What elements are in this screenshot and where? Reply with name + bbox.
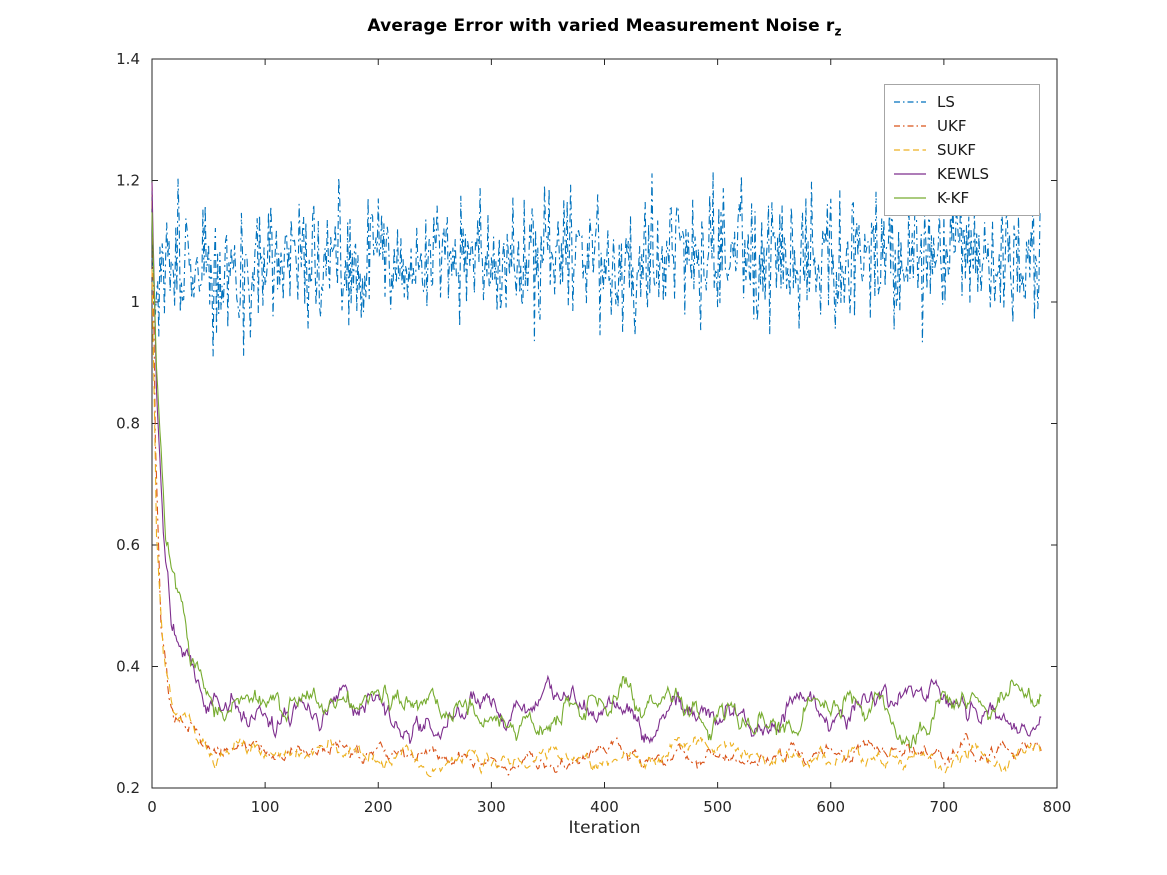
legend-item-ukf: UKF xyxy=(893,114,1031,138)
series-kewls xyxy=(151,182,1042,745)
x-axis-tick-labels: 0 100 200 300 400 500 600 700 800 xyxy=(147,798,1071,816)
legend-label: UKF xyxy=(937,117,967,135)
legend: LS UKF SUKF KEWLS K-KF xyxy=(884,84,1040,216)
x-tick-label: 200 xyxy=(364,798,393,816)
legend-item-k-kf: K-KF xyxy=(893,186,1031,210)
y-tick-label: 1.4 xyxy=(116,50,140,68)
series-sukf xyxy=(151,269,1042,778)
x-tick-label: 600 xyxy=(816,798,845,816)
chart-title-text: Average Error with varied Measurement No… xyxy=(367,16,835,36)
x-tick-label: 0 xyxy=(147,798,157,816)
legend-line-sample-icon xyxy=(894,197,926,199)
chart-title-subscript: z xyxy=(834,24,842,39)
x-axis-ticks xyxy=(151,59,1058,788)
x-tick-label: 800 xyxy=(1043,798,1072,816)
legend-label: SUKF xyxy=(937,141,976,159)
x-axis-label: Iteration xyxy=(568,818,641,838)
x-tick-label: 500 xyxy=(703,798,732,816)
legend-line-sample-icon xyxy=(894,149,926,151)
series-ukf xyxy=(151,182,1042,776)
legend-item-sukf: SUKF xyxy=(893,138,1031,162)
series-k-kf xyxy=(151,212,1042,749)
x-tick-label: 700 xyxy=(930,798,959,816)
series-ls xyxy=(151,169,1042,357)
legend-item-kewls: KEWLS xyxy=(893,162,1031,186)
y-axis-ticks xyxy=(152,58,1057,789)
legend-label: LS xyxy=(937,93,955,111)
x-tick-label: 100 xyxy=(251,798,280,816)
legend-label: KEWLS xyxy=(937,165,990,183)
x-tick-label: 300 xyxy=(477,798,506,816)
legend-line-sample-icon xyxy=(894,101,926,103)
y-tick-label: 0.6 xyxy=(116,536,140,554)
y-tick-label: 1 xyxy=(130,293,140,311)
legend-line-sample-icon xyxy=(894,125,926,127)
y-tick-label: 0.8 xyxy=(116,415,140,433)
y-tick-label: 0.4 xyxy=(116,658,140,676)
legend-item-ls: LS xyxy=(893,90,1031,114)
y-tick-label: 1.2 xyxy=(116,172,140,190)
x-tick-label: 400 xyxy=(590,798,619,816)
legend-line-sample-icon xyxy=(894,173,926,175)
chart-title: Average Error with varied Measurement No… xyxy=(152,16,1057,38)
legend-label: K-KF xyxy=(937,189,970,207)
y-tick-label: 0.2 xyxy=(116,779,140,797)
y-axis-tick-labels: 0.2 0.4 0.6 0.8 1 1.2 1.4 xyxy=(116,50,140,797)
